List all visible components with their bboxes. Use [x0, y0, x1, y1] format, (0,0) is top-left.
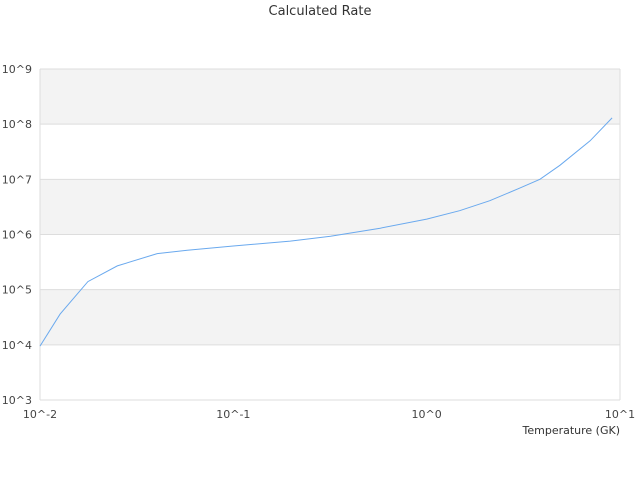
y-tick-label: 10^4 [2, 339, 32, 352]
background-band [40, 179, 620, 235]
y-tick-label: 10^7 [2, 173, 32, 186]
background-band [40, 69, 620, 125]
x-tick-label: 10^-1 [216, 408, 250, 421]
y-tick-label: 10^3 [2, 394, 32, 407]
chart-title: Calculated Rate [268, 4, 372, 19]
y-tick-label: 10^6 [2, 229, 32, 242]
x-tick-label: 10^-2 [23, 408, 57, 421]
series-line [39, 117, 613, 347]
y-tick-label: 10^8 [2, 118, 32, 131]
x-tick-label: 10^1 [605, 408, 635, 421]
x-axis-label: Temperature (GK) [522, 424, 621, 437]
y-tick-label: 10^5 [2, 284, 32, 297]
y-tick-label: 10^9 [2, 63, 32, 76]
x-tick-label: 10^0 [412, 408, 442, 421]
background-band [40, 289, 620, 345]
